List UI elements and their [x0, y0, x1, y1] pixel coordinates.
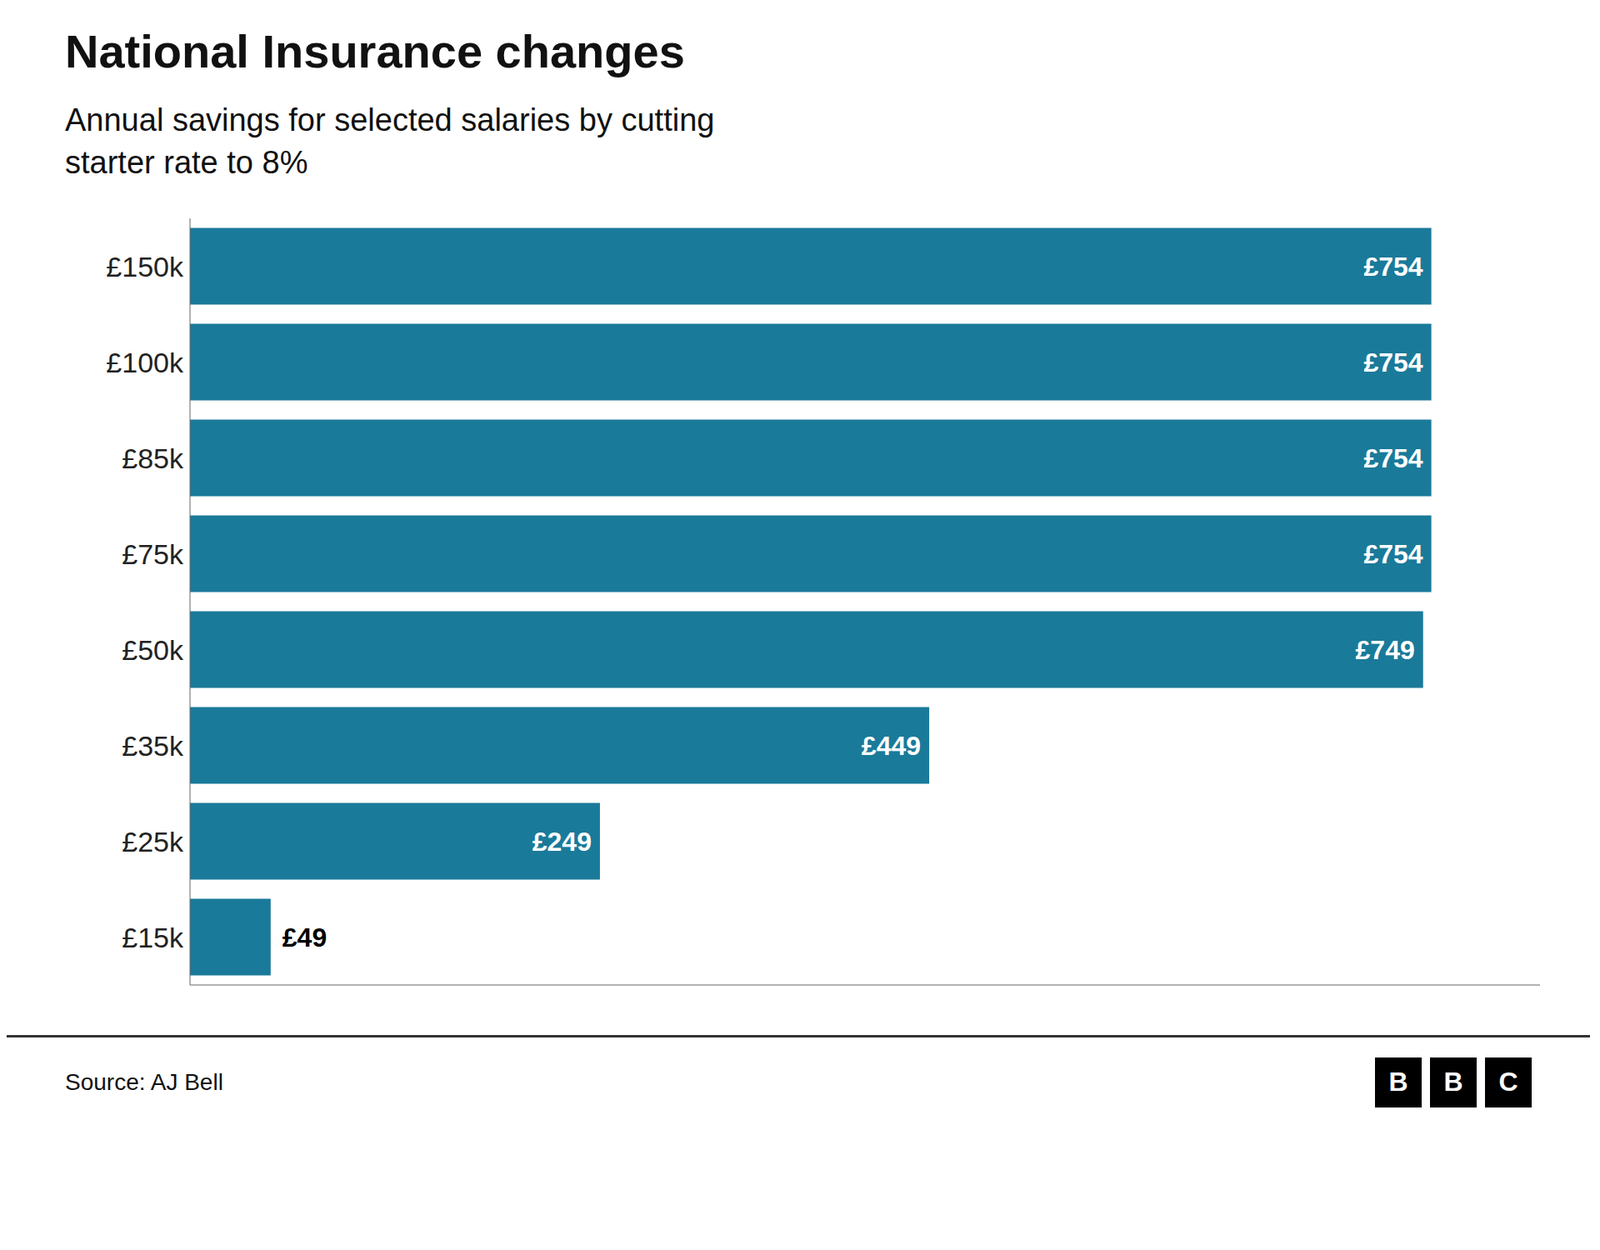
- svg-text:£85k: £85k: [121, 441, 185, 474]
- svg-text:£35k: £35k: [121, 729, 185, 761]
- svg-text:£75k: £75k: [121, 537, 185, 570]
- svg-text:£449: £449: [861, 730, 921, 760]
- html-text:National Insurance changes: National Insurance changes: [65, 25, 685, 78]
- svg-text:£25k: £25k: [121, 825, 185, 857]
- html-text:B: B: [1443, 1066, 1463, 1097]
- svg-text:£100k: £100k: [105, 345, 185, 378]
- html-text:C: C: [1498, 1066, 1518, 1097]
- svg-text:£754: £754: [1363, 442, 1423, 473]
- html-text:Source: AJ Bell: Source: AJ Bell: [65, 1069, 224, 1095]
- svg-text:£49: £49: [282, 921, 327, 952]
- svg-text:£754: £754: [1363, 538, 1423, 569]
- svg-text:£15k: £15k: [121, 920, 185, 953]
- html-text:B: B: [1388, 1066, 1408, 1097]
- svg-text:£249: £249: [532, 825, 592, 856]
- svg-text:£150k: £150k: [105, 250, 185, 282]
- svg-text:£754: £754: [1363, 346, 1423, 377]
- svg-text:£749: £749: [1355, 634, 1415, 665]
- svg-text:£754: £754: [1363, 250, 1423, 281]
- svg-text:£50k: £50k: [121, 633, 185, 665]
- html-text:Annual savings for selected sa: Annual savings for selected salaries by …: [65, 102, 715, 181]
